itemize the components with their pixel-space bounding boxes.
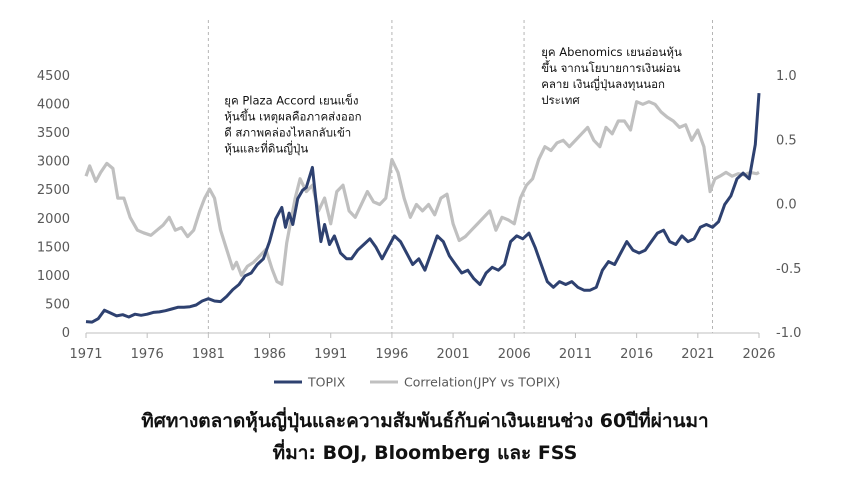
right-axis-tick-label: 1.0 (776, 69, 797, 84)
annotation-line: ขึ้น จากนโยบายการเงินผ่อน (541, 60, 680, 75)
abenomics-annotation: ยุค Abenomics เยนอ่อนหุ้นขึ้น จากนโยบายก… (541, 45, 682, 107)
left-axis-tick-label: 2000 (37, 212, 70, 227)
x-axis-tick-label: 1981 (192, 347, 225, 362)
right-axis-tick-label: 0.0 (776, 198, 797, 213)
x-axis-tick-label: 2001 (437, 347, 470, 362)
annotation-line: คลาย เงินญี่ปุ่นลงทุนนอก (541, 76, 665, 91)
x-axis-tick-label: 1986 (253, 347, 286, 362)
left-axis-ticks: 0 500 1000 1500 2000 2500 3000 3500 4000 4500 (37, 69, 70, 341)
x-axis-tick-label: 2026 (742, 347, 775, 362)
left-axis-tick-label: 500 (45, 297, 70, 312)
chart-svg: 0 500 1000 1500 2000 2500 3000 3500 4000 4500 -1.… (37, 20, 801, 390)
series-layer (84, 92, 761, 324)
x-axis-tick-label: 1996 (375, 347, 408, 362)
x-axis-tick-label: 2006 (498, 347, 531, 362)
x-axis-tick-label: 1991 (314, 347, 347, 362)
left-axis-tick-label: 4000 (37, 98, 70, 113)
x-axis-tick-label: 2011 (559, 347, 592, 362)
left-axis-tick-label: 1500 (37, 240, 70, 255)
x-axis-tick-label: 1976 (131, 347, 164, 362)
legend: TOPIX Correlation(JPY vs TOPIX) (274, 375, 560, 390)
x-axis-tick-label: 1971 (69, 347, 102, 362)
annotation-line: ยุค Plaza Accord เยนแข็ง (224, 93, 358, 108)
right-axis-tick-label: 0.5 (776, 133, 797, 148)
correlation-line (84, 100, 760, 286)
right-axis-tick-label: -0.5 (776, 262, 801, 277)
annotations: ยุค Plaza Accord เยนแข็งหุ้นขึ้น เหตุผลค… (224, 45, 682, 156)
plaza-accord-annotation: ยุค Plaza Accord เยนแข็งหุ้นขึ้น เหตุผลค… (224, 93, 361, 156)
right-axis-tick-label: -1.0 (776, 326, 801, 341)
annotation-line: ประเทศ (541, 93, 580, 107)
left-axis-tick-label: 2500 (37, 183, 70, 198)
annotation-line: หุ้นขึ้น เหตุผลคือภาคส่งออก (224, 109, 361, 124)
topix-line (85, 92, 761, 324)
x-axis-tick-label: 2021 (681, 347, 714, 362)
x-axis-tick-label: 2016 (620, 347, 653, 362)
left-axis-tick-label: 0 (62, 326, 70, 341)
legend-label-correlation: Correlation(JPY vs TOPIX) (404, 375, 560, 390)
period-dividers (207, 20, 714, 333)
x-axis-ticks: 1971 1976 1981 1986 1991 1996 2001 2006 2011 2016… (69, 333, 776, 362)
right-axis-ticks: -1.0 -0.5 0.0 0.5 1.0 (776, 69, 801, 341)
legend-label-topix: TOPIX (307, 375, 346, 390)
chart-source: ที่มา: BOJ, Bloomberg และ FSS (272, 442, 578, 464)
left-axis-tick-label: 3000 (37, 155, 70, 170)
chart-title: ทิศทางตลาดหุ้นญี่ปุ่นและความสัมพันธ์กับค… (141, 410, 709, 432)
annotation-line: ยุค Abenomics เยนอ่อนหุ้น (541, 45, 682, 59)
annotation-line: ดี สภาพคล่องไหลกลับเข้า (224, 126, 351, 140)
left-axis-tick-label: 3500 (37, 126, 70, 141)
left-axis-tick-label: 4500 (37, 69, 70, 84)
left-axis-tick-label: 1000 (37, 269, 70, 284)
annotation-line: หุ้นและที่ดินญี่ปุ่น (224, 141, 308, 156)
